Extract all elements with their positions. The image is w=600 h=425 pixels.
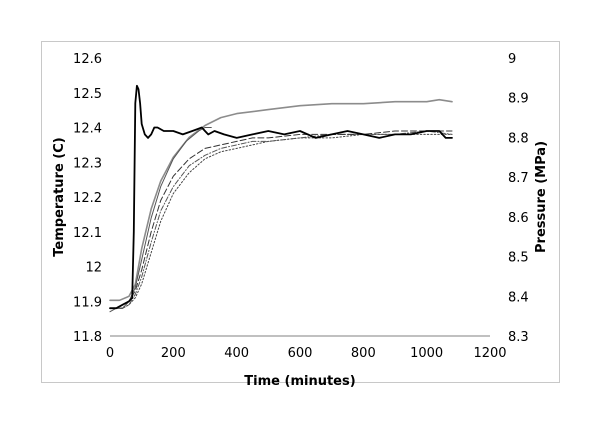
x-tick-label: 0 [106, 346, 114, 361]
y-tick-label-right: 8.5 [508, 251, 529, 266]
series-line-1 [109, 84, 453, 310]
series-line-2 [109, 127, 212, 313]
series-line-3 [109, 130, 453, 309]
y-tick-label-left: 11.8 [73, 330, 102, 345]
y-axis-title-left: Temperature (C) [52, 137, 67, 256]
y-tick-label-left: 12.5 [73, 87, 102, 102]
y-tick-label-left: 12.1 [73, 226, 102, 241]
series-layer [109, 84, 453, 313]
y-tick-label-right: 9 [508, 52, 516, 67]
y-axis-title-right: Pressure (MPa) [534, 141, 549, 253]
y-tick-label-left: 11.9 [73, 295, 102, 310]
chart-frame [41, 41, 560, 383]
x-ticks: 0 200 400 600 800 1000 1200 [106, 346, 507, 361]
y-ticks-left: 11.8 11.9 12 12.1 12.2 12.3 12.4 12.5 12.6 [73, 52, 102, 345]
y-tick-label-right: 8.3 [508, 330, 529, 345]
y-tick-label-right: 8.4 [508, 290, 529, 305]
y-tick-label-left: 12.6 [73, 52, 102, 67]
y-tick-label-right: 8.8 [508, 131, 529, 146]
x-tick-label: 200 [161, 346, 186, 361]
y-tick-label-left: 12.3 [73, 156, 102, 171]
x-tick-label: 1000 [410, 346, 443, 361]
y-tick-label-left: 12 [85, 261, 102, 276]
y-tick-label-right: 8.9 [508, 92, 529, 107]
y-tick-label-right: 8.7 [508, 171, 529, 186]
series-line-5 [109, 133, 453, 309]
series-line-6 [109, 98, 453, 302]
y-tick-label-right: 8.6 [508, 211, 529, 226]
y-ticks-right: 8.3 8.4 8.5 8.6 8.7 8.8 8.9 9 [508, 52, 529, 345]
x-tick-label: 1200 [473, 346, 506, 361]
x-axis-title: Time (minutes) [244, 374, 355, 389]
y-tick-label-left: 12.4 [73, 122, 102, 137]
y-tick-label-left: 12.2 [73, 191, 102, 206]
x-tick-label: 600 [288, 346, 313, 361]
x-tick-label: 400 [224, 346, 249, 361]
x-tick-label: 800 [351, 346, 376, 361]
